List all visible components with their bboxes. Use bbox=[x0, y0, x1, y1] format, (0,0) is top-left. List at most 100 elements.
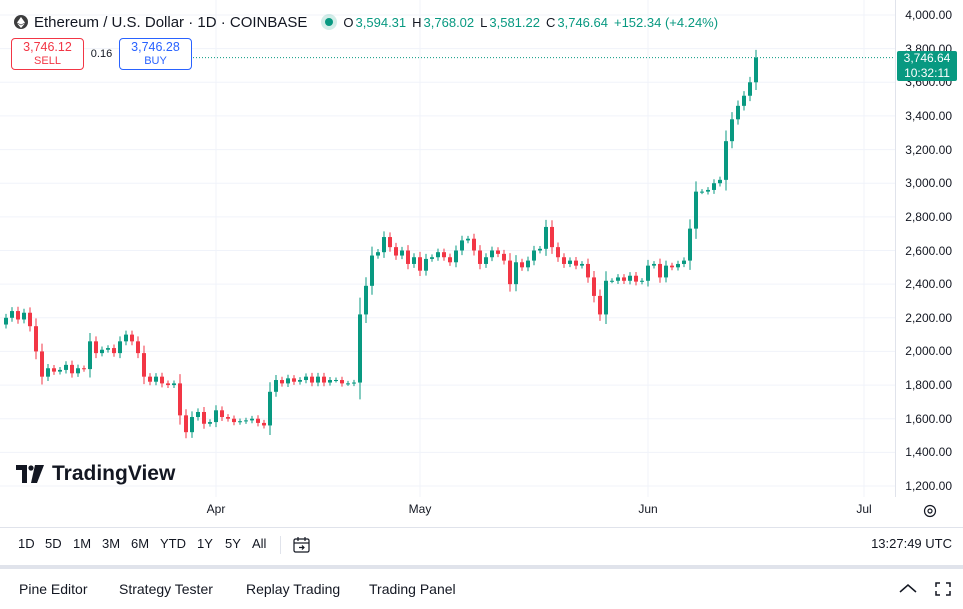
candle-body[interactable] bbox=[280, 380, 284, 384]
candle-body[interactable] bbox=[556, 247, 560, 258]
range-1m-button[interactable]: 1M bbox=[73, 536, 92, 551]
candle-body[interactable] bbox=[16, 311, 20, 320]
candle-body[interactable] bbox=[394, 247, 398, 256]
candle-body[interactable] bbox=[640, 280, 644, 282]
candle-body[interactable] bbox=[670, 265, 674, 268]
candle-body[interactable] bbox=[532, 250, 536, 261]
candle-body[interactable] bbox=[214, 410, 218, 423]
candle-body[interactable] bbox=[220, 410, 224, 418]
candle-body[interactable] bbox=[562, 257, 566, 264]
range-5y-button[interactable]: 5Y bbox=[225, 536, 241, 551]
candle-body[interactable] bbox=[184, 415, 188, 433]
candle-body[interactable] bbox=[334, 380, 338, 382]
candle-body[interactable] bbox=[208, 422, 212, 424]
candle-body[interactable] bbox=[232, 418, 236, 423]
maximize-icon[interactable] bbox=[933, 581, 953, 597]
candle-body[interactable] bbox=[442, 252, 446, 258]
candle-body[interactable] bbox=[10, 311, 14, 318]
tab-replay-trading[interactable]: Replay Trading bbox=[246, 581, 341, 597]
candle-body[interactable] bbox=[646, 265, 650, 281]
candle-body[interactable] bbox=[250, 418, 254, 421]
candle-body[interactable] bbox=[466, 238, 470, 241]
candle-body[interactable] bbox=[262, 422, 266, 426]
candle-body[interactable] bbox=[352, 382, 356, 384]
candle-body[interactable] bbox=[478, 250, 482, 264]
range-ytd-button[interactable]: YTD bbox=[160, 536, 186, 551]
candle-body[interactable] bbox=[64, 364, 68, 370]
candle-body[interactable] bbox=[730, 119, 734, 142]
candle-body[interactable] bbox=[604, 280, 608, 315]
gear-icon[interactable] bbox=[922, 503, 938, 519]
candle-body[interactable] bbox=[544, 226, 548, 249]
candle-body[interactable] bbox=[100, 349, 104, 354]
range-5d-button[interactable]: 5D bbox=[45, 536, 62, 551]
candle-body[interactable] bbox=[400, 250, 404, 256]
candle-body[interactable] bbox=[472, 238, 476, 251]
candle-body[interactable] bbox=[106, 348, 110, 350]
candle-body[interactable] bbox=[154, 376, 158, 382]
candle-body[interactable] bbox=[406, 250, 410, 264]
candle-body[interactable] bbox=[118, 341, 122, 354]
market-status-dot[interactable] bbox=[325, 18, 334, 26]
candle-body[interactable] bbox=[40, 351, 44, 377]
candle-body[interactable] bbox=[724, 141, 728, 180]
candle-body[interactable] bbox=[340, 380, 344, 384]
candle-body[interactable] bbox=[28, 312, 32, 327]
candle-body[interactable] bbox=[178, 383, 182, 416]
candle-body[interactable] bbox=[460, 240, 464, 251]
candle-body[interactable] bbox=[112, 348, 116, 354]
candle-body[interactable] bbox=[202, 411, 206, 424]
buy-button[interactable]: 3,746.28 BUY bbox=[119, 38, 192, 70]
candle-body[interactable] bbox=[496, 250, 500, 254]
candle-body[interactable] bbox=[490, 250, 494, 258]
candle-body[interactable] bbox=[172, 383, 176, 386]
candle-body[interactable] bbox=[454, 250, 458, 263]
candle-body[interactable] bbox=[148, 376, 152, 382]
candle-body[interactable] bbox=[616, 277, 620, 281]
candle-body[interactable] bbox=[94, 341, 98, 354]
candle-body[interactable] bbox=[520, 262, 524, 268]
candle-body[interactable] bbox=[310, 376, 314, 383]
calendar-goto-icon[interactable] bbox=[292, 535, 312, 555]
candle-body[interactable] bbox=[22, 312, 26, 320]
candle-body[interactable] bbox=[742, 95, 746, 106]
time-axis[interactable]: Apr May Jun Jul bbox=[0, 497, 963, 522]
candle-body[interactable] bbox=[418, 257, 422, 271]
candle-body[interactable] bbox=[694, 191, 698, 229]
tradingview-logo[interactable]: TradingView bbox=[16, 462, 175, 486]
candle-body[interactable] bbox=[448, 257, 452, 263]
range-6m-button[interactable]: 6M bbox=[131, 536, 150, 551]
candle-body[interactable] bbox=[256, 418, 260, 423]
candle-body[interactable] bbox=[610, 280, 614, 282]
candle-body[interactable] bbox=[502, 253, 506, 261]
candle-body[interactable] bbox=[592, 277, 596, 296]
candle-body[interactable] bbox=[322, 376, 326, 383]
candle-body[interactable] bbox=[388, 237, 392, 248]
candle-body[interactable] bbox=[238, 421, 242, 423]
candle-body[interactable] bbox=[274, 380, 278, 392]
candle-body[interactable] bbox=[34, 326, 38, 352]
candle-body[interactable] bbox=[124, 334, 128, 342]
candle-body[interactable] bbox=[226, 417, 230, 419]
candle-body[interactable] bbox=[748, 82, 752, 96]
chevron-up-icon[interactable] bbox=[898, 581, 918, 597]
candle-body[interactable] bbox=[88, 341, 92, 370]
candle-body[interactable] bbox=[370, 255, 374, 286]
candle-body[interactable] bbox=[244, 420, 248, 422]
candle-body[interactable] bbox=[286, 378, 290, 384]
tab-strategy-tester[interactable]: Strategy Tester bbox=[119, 581, 213, 597]
candle-body[interactable] bbox=[598, 295, 602, 315]
candle-body[interactable] bbox=[484, 257, 488, 264]
candle-body[interactable] bbox=[682, 260, 686, 264]
sell-button[interactable]: 3,746.12 SELL bbox=[11, 38, 84, 70]
candle-body[interactable] bbox=[130, 334, 134, 342]
candle-body[interactable] bbox=[382, 237, 386, 253]
candle-body[interactable] bbox=[580, 263, 584, 266]
tab-pine-editor[interactable]: Pine Editor bbox=[19, 581, 88, 597]
symbol-title[interactable]: Ethereum / U.S. Dollar · 1D · COINBASE bbox=[34, 13, 308, 31]
candle-body[interactable] bbox=[574, 260, 578, 266]
range-all-button[interactable]: All bbox=[252, 536, 267, 551]
candle-body[interactable] bbox=[58, 369, 62, 372]
candle-body[interactable] bbox=[658, 263, 662, 278]
candle-body[interactable] bbox=[754, 57, 758, 83]
